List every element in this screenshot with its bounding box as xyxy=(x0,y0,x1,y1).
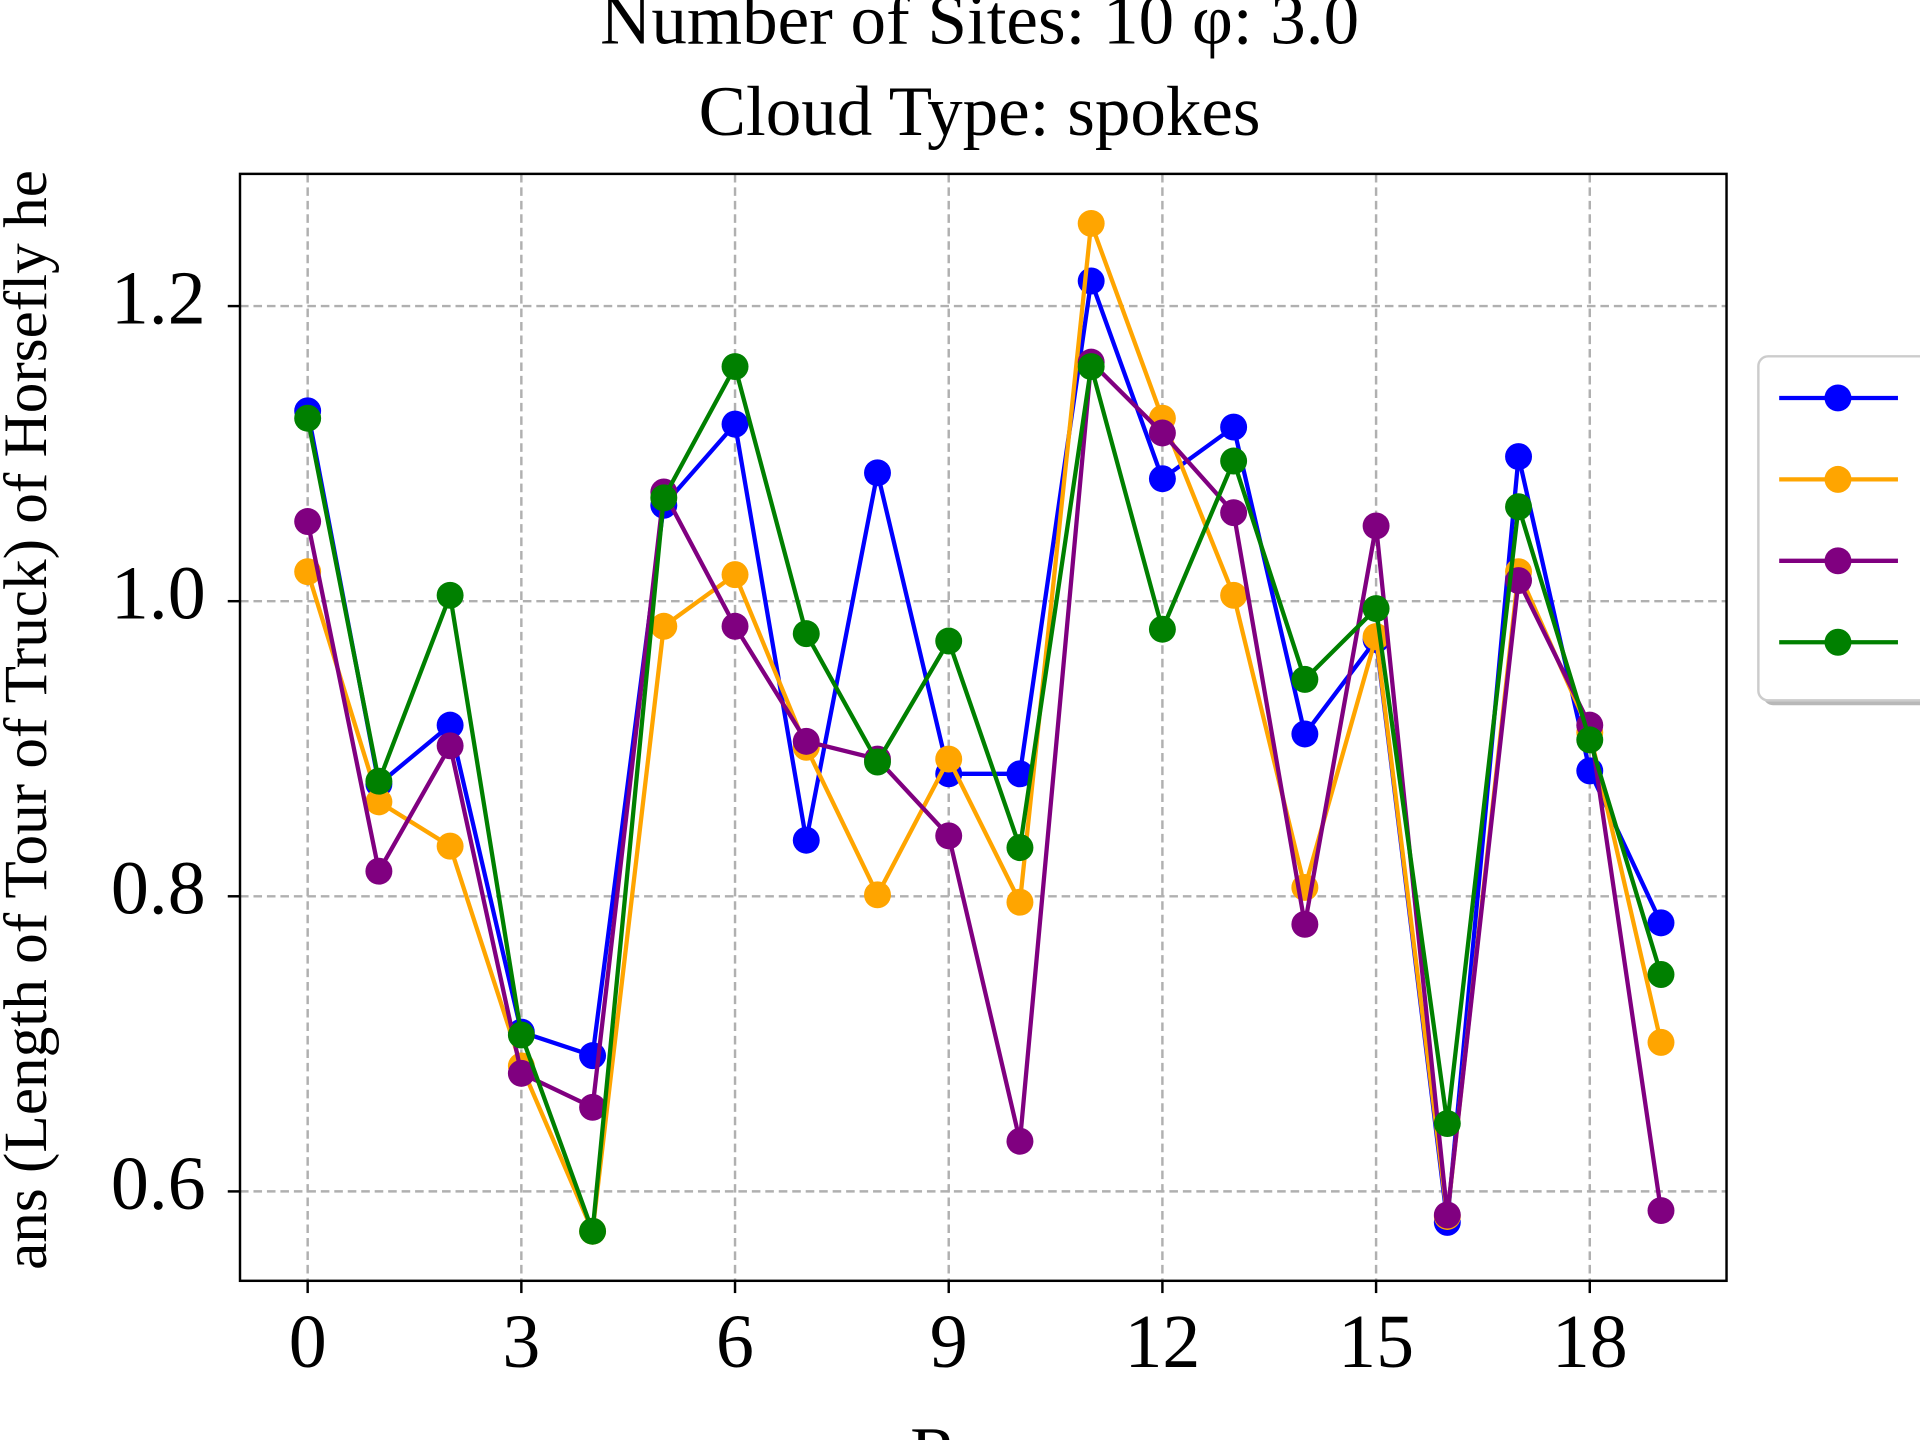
plot-lines xyxy=(294,209,1675,1245)
data-point xyxy=(792,826,820,854)
data-point xyxy=(1077,267,1105,295)
data-point xyxy=(864,748,891,776)
data-point xyxy=(864,881,891,909)
plot-frame xyxy=(238,172,1728,1283)
data-point xyxy=(1006,760,1034,788)
data-point xyxy=(1006,834,1034,862)
data-point xyxy=(721,561,749,589)
data-point xyxy=(1148,615,1176,643)
data-point xyxy=(579,1093,607,1121)
data-point xyxy=(1220,499,1248,527)
data-point xyxy=(650,484,678,512)
x-tick-label: 12 xyxy=(1124,1300,1200,1384)
data-point xyxy=(792,620,820,648)
legend xyxy=(1757,355,1920,706)
data-point xyxy=(579,1217,607,1245)
data-point xyxy=(436,711,464,739)
data-point xyxy=(436,832,464,860)
legend-box xyxy=(1757,355,1920,702)
data-point xyxy=(650,612,678,640)
data-point xyxy=(1505,493,1533,521)
y-tick-label: 0.8 xyxy=(111,847,206,931)
chart-title: Cloud Type: spokes xyxy=(699,73,1261,151)
y-tick-label: 1.2 xyxy=(111,257,206,341)
data-point xyxy=(1077,353,1105,381)
data-point xyxy=(507,1021,535,1049)
data-point xyxy=(1647,909,1675,937)
data-point xyxy=(1362,512,1390,540)
data-point xyxy=(365,767,393,795)
data-point xyxy=(1148,465,1176,493)
chart-title: Number of Sites: 10 φ: 3.0 xyxy=(600,0,1359,59)
data-point xyxy=(1362,595,1390,623)
data-point xyxy=(365,788,393,816)
x-tick-label: 6 xyxy=(716,1300,754,1384)
data-point xyxy=(1291,720,1319,748)
legend-marker xyxy=(1824,547,1852,575)
data-point xyxy=(1647,1197,1675,1225)
data-point xyxy=(294,404,322,432)
data-point xyxy=(1077,209,1105,237)
data-point xyxy=(1006,888,1034,916)
data-point xyxy=(1576,726,1604,754)
data-point xyxy=(935,745,963,773)
data-point xyxy=(935,822,963,850)
data-point xyxy=(1647,1028,1675,1056)
y-tick-label: 0.6 xyxy=(111,1142,206,1226)
x-tick-label: 18 xyxy=(1552,1300,1628,1384)
data-point xyxy=(1433,1110,1461,1137)
x-axis-label: Runs xyxy=(910,1414,1056,1440)
data-point xyxy=(365,857,393,885)
x-tick-label: 9 xyxy=(930,1300,968,1384)
legend-marker xyxy=(1824,384,1852,412)
data-point xyxy=(1291,665,1319,693)
data-point xyxy=(1220,413,1248,441)
series-line xyxy=(305,360,1664,1232)
data-point xyxy=(792,727,820,755)
data-point xyxy=(1505,443,1533,471)
data-point xyxy=(1148,419,1176,447)
data-point xyxy=(1647,961,1675,988)
y-axis-label: ans (Length of Tour of Truck) of Horsefl… xyxy=(0,170,60,1270)
data-point xyxy=(436,732,464,760)
data-point xyxy=(1006,1127,1034,1155)
data-point xyxy=(721,612,749,640)
x-tick-label: 3 xyxy=(502,1300,540,1384)
x-tick-label: 0 xyxy=(289,1300,327,1384)
data-point xyxy=(294,508,322,535)
data-point xyxy=(507,1059,535,1087)
legend-marker xyxy=(1824,465,1852,493)
data-point xyxy=(579,1042,607,1070)
legend-marker xyxy=(1824,628,1852,656)
x-tick-label: 15 xyxy=(1338,1300,1414,1384)
data-point xyxy=(864,459,891,487)
data-point xyxy=(436,581,464,609)
y-tick-label: 1.0 xyxy=(111,552,206,636)
data-point xyxy=(1220,581,1248,609)
data-point xyxy=(1291,910,1319,938)
data-point xyxy=(935,627,963,655)
data-point xyxy=(1220,447,1248,475)
data-point xyxy=(721,410,749,438)
data-point xyxy=(1433,1201,1461,1229)
data-point xyxy=(721,353,749,381)
